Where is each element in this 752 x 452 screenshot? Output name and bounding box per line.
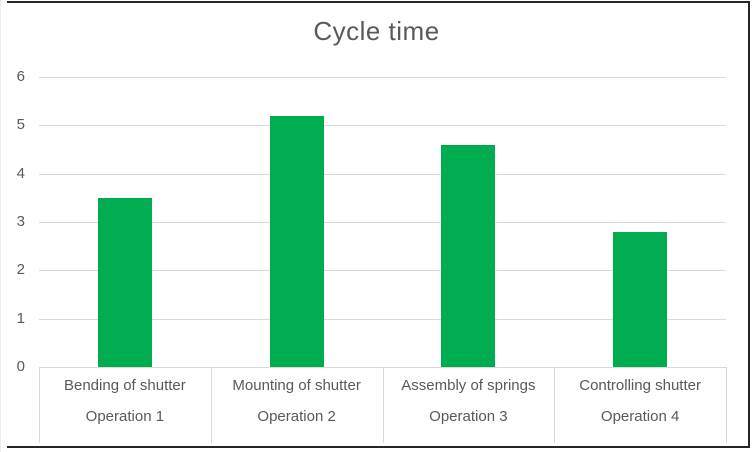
category-divider (554, 367, 556, 443)
category-label: Bending of shutter (63, 377, 186, 394)
category-label: Assembly of springs (401, 377, 536, 394)
y-axis-tick-label: 1 (16, 309, 25, 327)
bar-4[interactable] (613, 231, 668, 367)
y-axis-tick-label: 3 (16, 213, 25, 230)
bar-1[interactable] (97, 197, 152, 367)
gridline (39, 222, 726, 223)
operation-label: Operation 3 (429, 408, 508, 425)
operation-label: Operation 2 (257, 408, 336, 425)
gridline (39, 270, 726, 272)
gridline (39, 77, 726, 78)
y-axis-tick-label: 4 (16, 164, 25, 182)
category-divider (382, 367, 384, 443)
y-axis-tick-label: 2 (16, 261, 25, 279)
operation-label: Operation 4 (600, 408, 680, 425)
gridline (39, 125, 726, 127)
category-divider (210, 367, 212, 443)
y-axis-tick-label: 6 (16, 68, 25, 85)
bar-3[interactable] (441, 144, 496, 367)
x-axis-category-cell: Assembly of springs Operation 3 (383, 367, 555, 443)
category-label: Mounting of shutter (232, 377, 361, 394)
bar-2[interactable] (269, 115, 324, 367)
y-axis-tick-label: 0 (16, 358, 25, 375)
gridline (39, 173, 726, 175)
x-axis-category-cell: Bending of shutter Operation 1 (39, 367, 211, 443)
category-divider (726, 367, 727, 443)
category-divider (39, 367, 40, 443)
category-label: Controlling shutter (579, 377, 701, 394)
operation-label: Operation 1 (85, 408, 165, 425)
gridline (39, 318, 726, 320)
x-axis-category-cell: Controlling shutter Operation 4 (554, 367, 726, 443)
y-axis-tick-label: 5 (16, 116, 25, 134)
chart-title: Cycle time (313, 16, 440, 46)
x-axis-category-cell: Mounting of shutter Operation 2 (211, 367, 383, 443)
